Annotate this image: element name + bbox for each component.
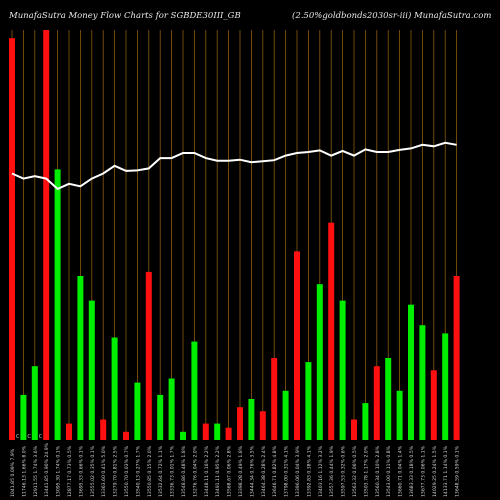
x-tick-label: 13279.70 0.81% 2.5% — [113, 445, 119, 497]
bar — [419, 325, 426, 440]
x-tick-label: 13336.73 0.01% 1.7% — [170, 445, 176, 497]
bar — [225, 427, 232, 440]
bar — [362, 403, 369, 440]
bar — [305, 362, 312, 440]
x-tick-label: 11746.13 1.66% 8.0% — [21, 445, 27, 497]
x-tick-label: 13597.53 0.32% 0.6% — [341, 445, 347, 497]
bar — [180, 431, 186, 440]
bar — [134, 382, 141, 440]
x-tick-label: 13683.33 0.18% 0.5% — [409, 445, 415, 497]
bar — [373, 366, 380, 440]
x-tick-label: 13543.00 0.11% 0.8% — [386, 445, 392, 497]
x-tick-label: 13568.67 0.06% 2.8% — [227, 445, 233, 497]
bar — [328, 222, 335, 440]
x-tick-label: 13448.11 0.16% 2.2% — [204, 445, 210, 497]
bar — [453, 276, 460, 440]
bar — [157, 394, 164, 440]
x-tick-label: 13557.36 0.44% 1.9% — [329, 445, 335, 497]
x-tick-label: 13491.11 0.95% 2.2% — [215, 445, 221, 497]
x-tick-label: 13532.64 0.72% 1.1% — [158, 445, 164, 497]
bar — [259, 411, 266, 440]
x-tick-label: 13550.85 0.15% 2.0% — [147, 445, 153, 497]
x-tick-label: 13444.34 0.76% 3.5% — [249, 445, 255, 497]
bar — [442, 333, 449, 440]
x-tick-label: 13798.00 0.31% 4.1% — [284, 445, 290, 497]
chart-title: MunafaSutra Money Flow Charts for SGBDE3… — [9, 11, 241, 21]
x-tick-label: 13363.60 0.41% 5.0% — [101, 445, 107, 497]
bar — [20, 394, 27, 440]
x-tick-label: 13560.34 0.10% 2.8% — [375, 445, 381, 497]
x-tick-label: 13660.71 0.04% 1.4% — [398, 445, 404, 497]
x-tick-label: 13396.06 0.04% 3.9% — [295, 445, 301, 497]
x-tick-label: 13464.38 0.28% 2.4% — [261, 445, 267, 497]
x-tick-label: 13563.32 0.06% 0.5% — [352, 445, 358, 497]
x-tick-label: 13555.02 0.35% 0.1% — [90, 445, 96, 497]
bar — [66, 423, 72, 440]
bar — [88, 300, 95, 440]
x-tick-label: 13677.73 0.06% 1.1% — [420, 445, 426, 497]
x-tick-label: 13695.33 0.66% 0.1% — [78, 445, 84, 497]
bar — [145, 271, 152, 440]
bar — [316, 284, 323, 440]
bar — [282, 390, 289, 440]
x-tick-label: 13646.71 0.82% 4.8% — [272, 445, 278, 497]
bar-marker: C — [39, 434, 43, 440]
x-tick-label: 14029.25 0.24% 1.5% — [432, 445, 438, 497]
bar — [351, 419, 357, 440]
bar — [123, 431, 129, 440]
bar — [77, 276, 84, 440]
bar — [237, 407, 243, 440]
x-tick-label: 13095.30 1.74% 0.1% — [56, 445, 62, 497]
x-tick-label: 13441.85 0.90% 24.9% — [44, 442, 50, 497]
bar — [248, 399, 255, 440]
bar — [430, 370, 437, 440]
bar-marker: C — [16, 434, 20, 440]
x-tick-label: 13550.70 0.03% 0.7% — [124, 445, 130, 497]
x-tick-label: 13392.83 0.38% 4.1% — [306, 445, 312, 497]
x-tick-label: 13648.59 0.59% 0.1% — [455, 445, 461, 497]
bar — [168, 378, 175, 440]
x-tick-label: 13276.76 0.04% 2.0% — [192, 445, 198, 497]
bar — [191, 341, 198, 440]
bar — [9, 38, 15, 440]
bar — [339, 300, 346, 440]
bar — [408, 304, 414, 440]
bar — [294, 251, 300, 440]
bar — [271, 358, 278, 440]
bar — [202, 423, 209, 440]
price-line — [11, 141, 457, 191]
bar — [111, 337, 118, 440]
bar — [31, 366, 38, 440]
bar-marker: C — [27, 434, 31, 440]
bar — [100, 419, 107, 440]
bar — [385, 358, 392, 440]
x-tick-label: 12877.17 0.73% 0.5% — [67, 445, 73, 497]
chart-subtitle: (2.50%goldbonds2030sr-iii) MunafaSutra.c… — [292, 11, 492, 21]
x-tick-label: 13540.13 0.27% 1.7% — [135, 445, 141, 497]
bar — [396, 390, 403, 440]
x-tick-label: 13548.86 0.48% 1.8% — [181, 445, 187, 497]
bar — [43, 30, 50, 440]
x-tick-label: 14133.71 1.14% 0.1% — [443, 445, 449, 497]
x-tick-label: 13503.78 1.17% 2.0% — [363, 445, 369, 497]
x-tick-label: 12911.55 1.74% 3.6% — [33, 445, 39, 497]
x-tick-label: 13398.28 0.49% 1.8% — [238, 445, 244, 497]
x-tick-label: 13403.16 1.12% 3.2% — [318, 445, 324, 497]
x-tick-label: 1041.85 0.09% 7.9% — [10, 448, 16, 497]
bar — [214, 423, 221, 440]
bar — [54, 169, 61, 440]
